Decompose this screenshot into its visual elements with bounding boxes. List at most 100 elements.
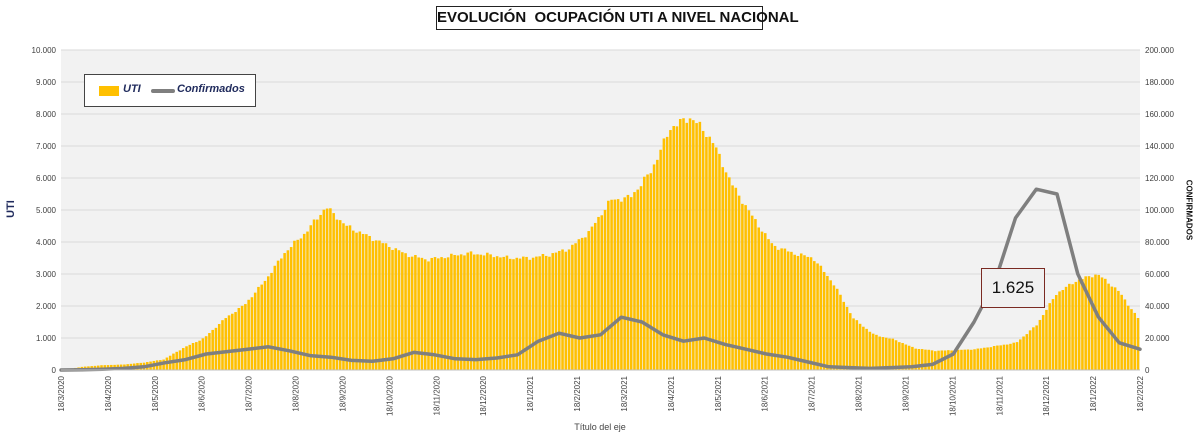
uti-bar — [845, 306, 849, 370]
uti-bar — [593, 222, 597, 370]
uti-bar — [793, 254, 796, 370]
x-tick-label: 18/11/2021 — [995, 375, 1004, 415]
uti-bar — [280, 258, 283, 370]
uti-bar — [482, 255, 486, 370]
uti-bar — [705, 136, 708, 370]
uti-bar — [1120, 294, 1123, 370]
uti-bar — [456, 255, 460, 370]
x-tick-label: 18/5/2021 — [714, 375, 723, 411]
legend-label-uti: UTI — [123, 83, 141, 95]
uti-bar — [525, 256, 528, 370]
uti-bar — [1019, 339, 1022, 370]
uti-bar — [283, 253, 286, 370]
uti-bar — [613, 199, 617, 370]
uti-bar — [920, 349, 924, 370]
uti-bar — [316, 219, 319, 370]
uti-bar — [391, 249, 394, 370]
uti-bar — [407, 257, 411, 370]
uti-bar — [1123, 299, 1127, 370]
uti-bar — [983, 347, 986, 370]
uti-bar — [934, 351, 937, 370]
uti-bar — [711, 143, 715, 370]
uti-bar — [561, 249, 564, 370]
uti-bar — [643, 176, 646, 370]
uti-bar — [440, 257, 443, 370]
uti-bar — [489, 254, 492, 370]
uti-bar — [263, 280, 267, 370]
uti-bar — [767, 239, 770, 370]
uti-bar — [1048, 303, 1051, 370]
uti-bar — [1051, 299, 1055, 370]
uti-bar — [855, 320, 859, 370]
uti-bar — [773, 245, 777, 370]
uti-bar — [633, 192, 636, 370]
uti-bar — [355, 232, 358, 370]
uti-bar — [512, 259, 515, 370]
uti-bar — [469, 251, 473, 370]
uti-bar — [518, 258, 522, 370]
uti-bar — [914, 348, 917, 370]
uti-bar — [989, 347, 993, 370]
uti-bar — [1117, 290, 1120, 370]
y-left-tick-label: 1.000 — [36, 334, 57, 343]
uti-bar — [253, 292, 257, 370]
uti-bar — [901, 343, 904, 370]
chart-title: EVOLUCIÓN OCUPACIÓN UTI A NIVEL NACIONAL — [436, 6, 799, 30]
uti-bar — [567, 249, 571, 370]
uti-bar — [701, 130, 705, 370]
uti-bar — [1038, 319, 1042, 370]
y-axis-right-title-text: CONFIRMADOS — [1184, 179, 1194, 241]
uti-bar — [257, 286, 260, 370]
uti-bar — [338, 220, 342, 370]
uti-bar — [348, 225, 352, 370]
uti-bar — [652, 164, 656, 370]
uti-bar — [616, 199, 620, 370]
uti-bar — [610, 199, 613, 370]
uti-bar — [211, 329, 214, 370]
y-left-tick-label: 10.000 — [32, 46, 57, 55]
uti-bar — [1133, 312, 1137, 370]
uti-bar — [1045, 309, 1048, 370]
x-axis-title: Título del eje — [574, 422, 626, 432]
uti-bar — [227, 315, 231, 370]
uti-bar — [888, 338, 891, 370]
uti-bar — [891, 338, 895, 370]
uti-bar — [741, 203, 744, 370]
y-right-tick-label: 120.000 — [1145, 174, 1174, 183]
uti-bar — [629, 197, 633, 370]
uti-bar — [881, 337, 885, 370]
uti-bar — [904, 344, 908, 370]
x-tick-label: 18/3/2020 — [57, 375, 66, 411]
uti-bar — [430, 257, 434, 370]
uti-bar — [626, 194, 630, 370]
uti-bar — [969, 349, 973, 370]
uti-bar — [662, 138, 666, 370]
uti-bar — [992, 345, 996, 370]
uti-bar — [1130, 309, 1133, 370]
uti-bar — [476, 254, 479, 370]
uti-bar — [1041, 315, 1045, 370]
uti-bar — [427, 261, 430, 370]
y-right-tick-label: 20.000 — [1145, 334, 1170, 343]
x-tick-label: 18/6/2020 — [198, 375, 207, 411]
uti-bar — [538, 256, 541, 370]
y-axis-left-title: UTI — [4, 196, 18, 222]
uti-bar — [816, 263, 819, 370]
uti-bar — [799, 253, 803, 370]
uti-bar — [809, 257, 813, 370]
uti-bar — [270, 272, 273, 370]
uti-bar — [796, 255, 800, 370]
uti-bar — [760, 231, 764, 370]
uti-bar — [737, 195, 741, 370]
uti-bar — [943, 350, 947, 370]
uti-bar — [956, 349, 960, 370]
uti-bar — [973, 349, 976, 370]
uti-bar — [777, 249, 780, 370]
uti-bar — [724, 172, 728, 370]
uti-bar — [623, 197, 626, 370]
uti-bar — [731, 185, 734, 370]
uti-bar — [884, 337, 888, 370]
uti-bar — [953, 350, 957, 370]
x-tick-label: 18/1/2022 — [1089, 375, 1098, 411]
uti-bar — [554, 252, 558, 370]
